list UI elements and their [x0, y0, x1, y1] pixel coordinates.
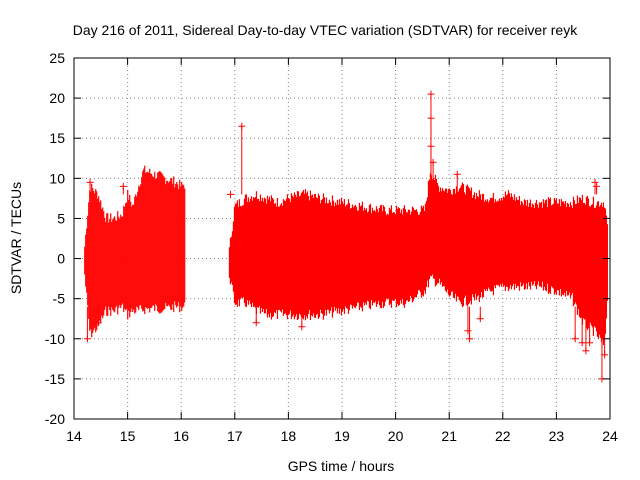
data-point	[593, 182, 601, 195]
y-axis-title: SDTVAR / TECUs	[8, 182, 24, 294]
data-segment-1	[84, 165, 186, 338]
x-tick-label: 24	[602, 428, 618, 444]
tick-labels: 14 15 16 17 18 19 20 21 22 23 24 -20 -15 -10 -5 0 5 10 15 2…	[45, 50, 618, 444]
data-point	[429, 158, 437, 195]
x-tick-label: 19	[334, 428, 350, 444]
data-point	[86, 178, 94, 195]
data-point	[601, 306, 609, 359]
data-point	[466, 306, 474, 343]
data-point	[227, 190, 235, 198]
y-tick-label: -20	[45, 411, 65, 427]
data-point	[238, 122, 246, 195]
data-series	[83, 90, 609, 383]
data-point	[571, 306, 579, 343]
data-point	[586, 306, 594, 347]
x-tick-label: 21	[441, 428, 457, 444]
axis-ticks	[73, 57, 611, 420]
data-point	[453, 170, 461, 195]
data-point	[427, 142, 435, 195]
x-tick-label: 15	[120, 428, 136, 444]
data-point	[298, 306, 306, 331]
data-segment-2	[228, 173, 609, 345]
x-tick-label: 20	[388, 428, 404, 444]
x-tick-label: 14	[66, 428, 82, 444]
x-tick-label: 22	[495, 428, 511, 444]
data-point	[591, 178, 599, 195]
data-point	[582, 306, 590, 355]
x-tick-label: 23	[549, 428, 565, 444]
x-axis-title: GPS time / hours	[288, 458, 395, 474]
y-tick-label: 0	[57, 251, 65, 267]
data-point	[94, 306, 102, 327]
x-tick-label: 18	[281, 428, 297, 444]
y-tick-label: -5	[53, 291, 66, 307]
x-tick-label: 17	[227, 428, 243, 444]
y-tick-label: 20	[49, 90, 65, 106]
y-tick-label: 25	[49, 50, 65, 66]
chart-title: Day 216 of 2011, Sidereal Day-to-day VTE…	[73, 22, 578, 38]
data-point	[578, 306, 586, 347]
y-tick-label: -15	[45, 371, 65, 387]
y-tick-label: 15	[49, 130, 65, 146]
y-tick-label: -10	[45, 331, 65, 347]
data-point	[119, 182, 127, 195]
x-tick-label: 16	[173, 428, 189, 444]
data-point	[83, 306, 91, 343]
data-point	[233, 295, 241, 303]
y-tick-label: 10	[49, 170, 65, 186]
y-tick-label: 5	[57, 210, 65, 226]
data-point	[252, 306, 260, 327]
data-point	[464, 306, 472, 335]
data-point	[476, 306, 484, 323]
